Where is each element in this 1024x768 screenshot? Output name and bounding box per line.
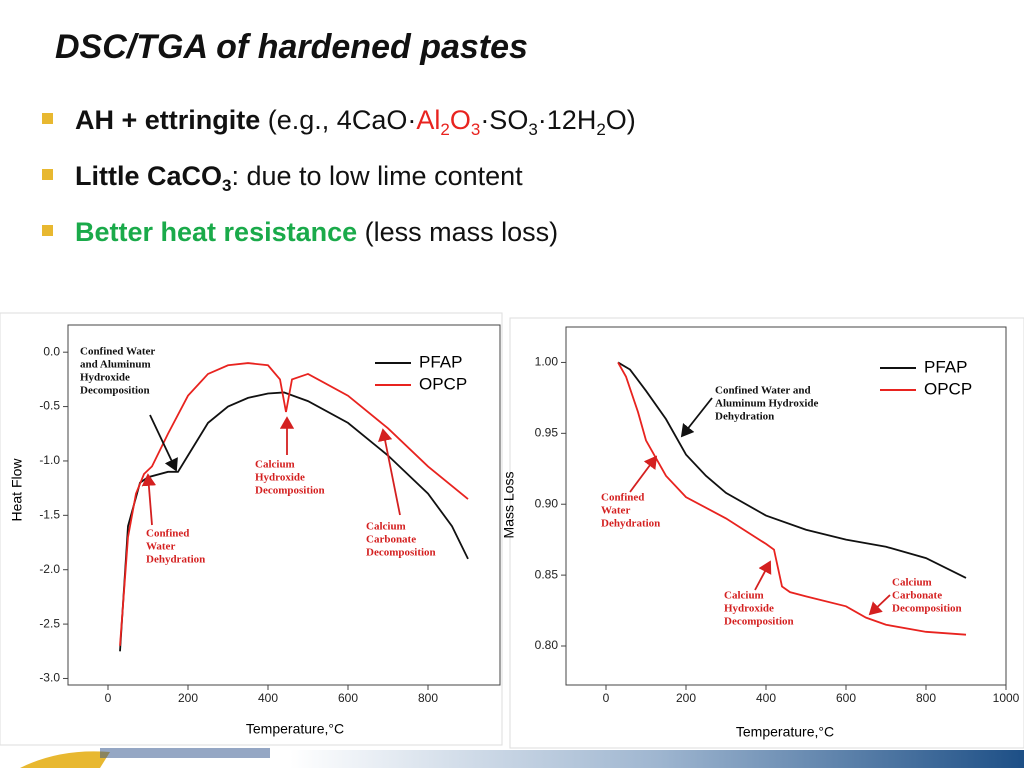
y-tick-label: -3.0 <box>39 671 60 685</box>
annotation: Carbonate <box>892 590 942 602</box>
annotation: Decomposition <box>724 616 794 628</box>
y-tick-label: -1.0 <box>39 453 60 467</box>
logo-text <box>100 748 270 758</box>
legend-label: OPCP <box>419 374 467 393</box>
legend-label: OPCP <box>924 379 972 398</box>
annotation: Dehydration <box>601 518 660 530</box>
annotation: Calcium <box>724 590 764 602</box>
bullet: AH + ettringite (e.g., 4CaO·Al2O3·SO3·12… <box>42 105 636 140</box>
y-axis-label: Mass Loss <box>501 472 517 539</box>
plot-frame <box>67 324 501 686</box>
text-run: O <box>449 105 471 135</box>
annotation: Confined <box>146 528 189 540</box>
figure-frame <box>509 317 1024 749</box>
annotation: Water <box>601 505 630 517</box>
annotation: Confined Water <box>80 346 155 358</box>
bullet-marker <box>42 169 53 180</box>
slide-title: DSC/TGA of hardened pastes <box>55 28 528 66</box>
annotation-arrow <box>149 414 178 472</box>
annotation: Aluminum Hydroxide <box>715 398 819 410</box>
y-tick-label: 0.90 <box>535 496 559 510</box>
annotation: Water <box>146 541 175 553</box>
x-tick-label: 200 <box>178 691 198 705</box>
x-tick-label: 400 <box>756 691 776 705</box>
annotation: Decomposition <box>255 485 325 497</box>
annotation: Dehydration <box>715 411 774 423</box>
annotation: Decomposition <box>80 385 150 397</box>
data-line <box>617 361 967 579</box>
text-run: (e.g., 4CaO· <box>260 105 417 135</box>
text-run: O) <box>605 105 636 135</box>
bullet-marker <box>42 113 53 124</box>
text-run: 3 <box>528 120 538 139</box>
y-tick-label: 0.95 <box>535 426 559 440</box>
text-run: 3 <box>470 120 481 139</box>
annotation: Hydroxide <box>80 372 130 384</box>
annotation: Carbonate <box>366 534 416 546</box>
plot-frame <box>565 326 1007 686</box>
annotation: Decomposition <box>366 547 436 559</box>
annotation-arrow <box>378 428 401 516</box>
x-tick-label: 800 <box>916 691 936 705</box>
footer-bar <box>290 750 1024 768</box>
text-run: ·12H <box>537 105 597 135</box>
figure-frame <box>0 312 503 746</box>
bullet-marker <box>42 225 53 236</box>
x-tick-label: 0 <box>105 691 112 705</box>
text-run: : due to low lime content <box>231 161 523 191</box>
x-tick-label: 1000 <box>993 691 1020 705</box>
text-run: 2 <box>596 120 606 139</box>
data-line <box>617 362 967 636</box>
annotation: and Aluminum <box>80 359 151 371</box>
text-run: AH + ettringite <box>75 105 261 135</box>
y-tick-label: -2.5 <box>39 616 60 630</box>
annotation: Hydroxide <box>255 472 305 484</box>
x-tick-label: 600 <box>338 691 358 705</box>
x-axis-label: Temperature,°C <box>736 724 834 740</box>
legend-label: PFAP <box>419 352 462 371</box>
text-run: Better heat resistance <box>75 217 358 247</box>
annotation-arrow <box>754 560 772 591</box>
annotation-arrow <box>141 473 157 526</box>
annotation-arrow <box>680 397 713 438</box>
y-axis-label: Heat Flow <box>9 458 25 522</box>
y-tick-label: 0.80 <box>535 638 559 652</box>
logo-swoosh <box>20 751 110 768</box>
y-tick-label: -1.5 <box>39 508 60 522</box>
annotation: Hydroxide <box>724 603 774 615</box>
text-run: 3 <box>222 176 232 195</box>
annotation: Confined Water and <box>715 385 811 397</box>
annotation: Decomposition <box>892 603 962 615</box>
x-tick-label: 0 <box>603 691 610 705</box>
y-tick-label: 0.85 <box>535 567 559 581</box>
y-tick-label: 0.0 <box>43 344 60 358</box>
bullet: Little CaCO3: due to low lime content <box>42 161 523 196</box>
annotation: Dehydration <box>146 554 205 566</box>
text-run: (less mass loss) <box>357 217 559 247</box>
annotation-arrow <box>629 455 658 493</box>
x-tick-label: 800 <box>418 691 438 705</box>
x-tick-label: 400 <box>258 691 278 705</box>
x-tick-label: 200 <box>676 691 696 705</box>
text-run: Little CaCO <box>75 161 223 191</box>
legend-label: PFAP <box>924 357 967 376</box>
annotation: Calcium <box>255 459 295 471</box>
x-tick-label: 600 <box>836 691 856 705</box>
y-tick-label: -0.5 <box>39 399 60 413</box>
text-run: Al <box>416 105 441 135</box>
annotation-arrow <box>868 594 891 616</box>
y-tick-label: -2.0 <box>39 562 60 576</box>
bullet: Better heat resistance (less mass loss) <box>42 217 558 248</box>
x-axis-label: Temperature,°C <box>246 721 344 737</box>
annotation: Calcium <box>892 577 932 589</box>
text-run: 2 <box>440 120 450 139</box>
y-tick-label: 1.00 <box>535 355 559 369</box>
annotation: Confined <box>601 492 644 504</box>
annotation: Calcium <box>366 521 406 533</box>
text-run: ·SO <box>480 105 529 135</box>
